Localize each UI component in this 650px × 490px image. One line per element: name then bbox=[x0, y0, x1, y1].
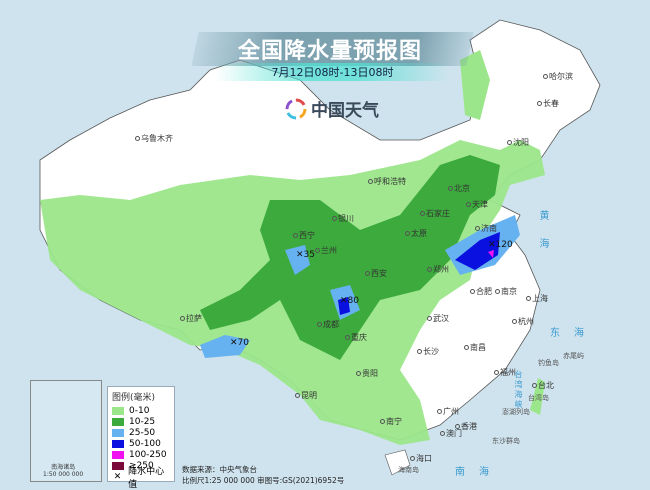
legend: 图例(毫米) 0-10 10-25 25-50 50-100 100-250 ≥… bbox=[107, 386, 175, 490]
legend-item: ≥250 bbox=[112, 460, 170, 471]
city-label: 重庆 bbox=[345, 332, 367, 343]
city-label: 台北 bbox=[532, 380, 554, 391]
south-china-sea-inset: 南海诸岛 1:50 000 000 bbox=[30, 380, 102, 482]
sea-label: 南海 bbox=[455, 467, 503, 478]
island-label: 赤尾屿 bbox=[563, 352, 584, 360]
city-label: 西宁 bbox=[293, 230, 315, 241]
city-label: 杭州 bbox=[512, 316, 534, 327]
legend-title: 图例(毫米) bbox=[112, 393, 156, 403]
island-label: 澎湖列岛 bbox=[502, 408, 530, 416]
rain-center-value: ✕120 bbox=[488, 240, 513, 250]
city-label: 郑州 bbox=[427, 264, 449, 275]
map-title: 全国降水量预报图 bbox=[237, 39, 422, 64]
legend-item: 10-25 bbox=[112, 416, 170, 427]
subtitle-band bbox=[215, 63, 450, 81]
data-source: 数据来源：中央气象台 bbox=[182, 465, 257, 474]
city-label: 拉萨 bbox=[180, 313, 202, 324]
city-label: 昆明 bbox=[295, 390, 317, 401]
inset-scale: 1:50 000 000 bbox=[43, 471, 84, 478]
map-subtitle: 7月12日08时-13日08时 bbox=[271, 66, 394, 79]
hainan-island bbox=[384, 449, 411, 476]
city-label: 太原 bbox=[405, 228, 427, 239]
city-label: 银川 bbox=[332, 213, 354, 224]
city-label: 澳门 bbox=[440, 428, 462, 439]
rain-center-value: ✕80 bbox=[340, 296, 359, 306]
rain-center-value: ✕35 bbox=[296, 250, 315, 260]
cross-icon: ✕ bbox=[113, 471, 122, 482]
city-label: 香港 bbox=[455, 421, 477, 432]
sea-label: 台湾海峡 bbox=[514, 370, 523, 410]
china-weather-logo: 中国天气 bbox=[285, 96, 379, 121]
city-label: 合肥 bbox=[470, 286, 492, 297]
legend-item: ✕ 降水中心值 bbox=[113, 466, 165, 490]
island-label: 东沙群岛 bbox=[492, 437, 520, 445]
city-label: 石家庄 bbox=[420, 208, 450, 219]
rain-50-100-a bbox=[455, 232, 500, 270]
city-label: 南昌 bbox=[464, 342, 486, 353]
inset-label: 南海诸岛 bbox=[51, 464, 76, 471]
city-label: 长春 bbox=[537, 98, 559, 109]
city-label: 海口 bbox=[410, 453, 432, 464]
city-label: 乌鲁木齐 bbox=[135, 133, 173, 144]
china-weather-logo-icon bbox=[285, 98, 307, 119]
island-label: 台湾岛 bbox=[528, 394, 549, 402]
scale-approval: 比例尺1:25 000 000 审图号:GS(2021)6952号 bbox=[182, 476, 345, 485]
legend-item: 50-100 bbox=[112, 438, 170, 449]
city-label: 济南 bbox=[475, 223, 497, 234]
rain-10-25 bbox=[200, 155, 500, 360]
city-label: 成都 bbox=[317, 319, 339, 330]
city-label: 长沙 bbox=[417, 346, 439, 357]
rain-50-100-b bbox=[338, 297, 350, 315]
city-label: 沈阳 bbox=[507, 137, 529, 148]
sea-label: 东海 bbox=[550, 328, 598, 339]
city-label: 兰州 bbox=[315, 245, 337, 256]
city-label: 北京 bbox=[448, 183, 470, 194]
island-label: 海南岛 bbox=[398, 466, 419, 474]
city-label: 西安 bbox=[365, 268, 387, 279]
city-label: 天津 bbox=[466, 199, 488, 210]
rain-25-50-a bbox=[285, 245, 310, 275]
rain-100-250 bbox=[488, 250, 494, 258]
source-info: 数据来源：中央气象台 比例尺1:25 000 000 审图号:GS(2021)6… bbox=[182, 464, 344, 486]
city-label: 呼和浩特 bbox=[368, 176, 406, 187]
city-label: 广州 bbox=[437, 406, 459, 417]
island-label: 钓鱼岛 bbox=[538, 359, 559, 367]
legend-item: 100-250 bbox=[112, 449, 170, 460]
rain-center-value: ✕70 bbox=[230, 338, 249, 348]
city-label: 南京 bbox=[495, 286, 517, 297]
city-label: 福州 bbox=[494, 367, 516, 378]
rain-0-10-northeast bbox=[460, 50, 490, 120]
legend-item: 25-50 bbox=[112, 427, 170, 438]
city-label: 上海 bbox=[526, 293, 548, 304]
legend-item: 0-10 bbox=[112, 405, 170, 416]
city-label: 武汉 bbox=[427, 313, 449, 324]
city-label: 贵阳 bbox=[356, 368, 378, 379]
city-label: 南宁 bbox=[380, 416, 402, 427]
logo-text: 中国天气 bbox=[311, 101, 379, 121]
sea-label: 黄海 bbox=[537, 210, 548, 266]
city-label: 哈尔滨 bbox=[543, 71, 573, 82]
rain-25-50-d bbox=[200, 335, 250, 358]
